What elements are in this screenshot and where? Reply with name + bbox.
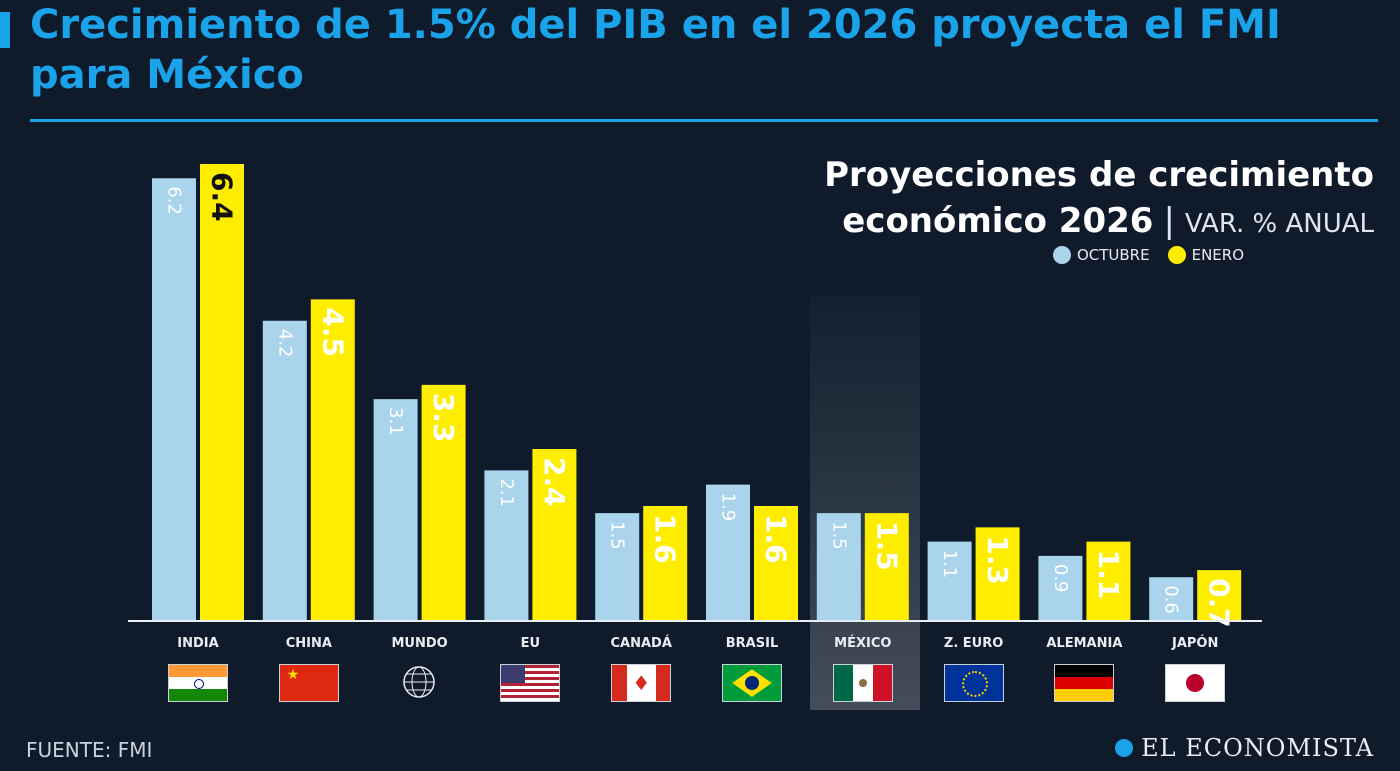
legend-label-enero: ENERO [1191,246,1244,264]
value-label-enero-0: 6.4 [206,172,239,222]
value-label-octubre-3: 2.1 [496,478,517,507]
bar-enero-2 [421,384,466,620]
bar-enero-3 [532,449,577,620]
bar-octubre-8 [1038,555,1083,620]
brand-logo: EL ECONOMISTA [1115,734,1374,762]
germany-flag-icon [1054,664,1115,702]
value-label-octubre-2: 3.1 [385,407,406,436]
value-label-enero-5: 1.6 [760,514,793,564]
value-label-enero-4: 1.6 [649,514,682,564]
chart-title-line2: económico 2026 | VAR. % ANUAL [824,198,1374,247]
category-label-7: Z. EURO [943,636,1004,651]
category-label-3: EU [520,636,541,651]
value-label-octubre-6: 1.5 [828,521,849,550]
legend-item-octubre: OCTUBRE [1052,246,1150,264]
bar-octubre-0 [152,178,196,620]
bar-octubre-9 [1149,577,1194,620]
category-label-8: ALEMANIA [1046,636,1123,651]
mexico-highlight [810,296,920,710]
legend: OCTUBRE ENERO [1052,246,1244,264]
value-label-octubre-5: 1.9 [718,493,739,522]
title-separator: | [1163,201,1175,241]
bar-enero-6 [864,513,909,620]
category-label-9: JAPÓN [1172,636,1219,651]
source-note: FUENTE: FMI [26,738,153,762]
value-label-octubre-1: 4.2 [274,329,295,358]
brazil-flag-icon [722,664,782,702]
value-label-octubre-8: 0.9 [1050,564,1071,593]
bar-octubre-5 [706,484,750,620]
headline-accent-bar [0,12,10,48]
value-label-octubre-7: 1.1 [939,550,960,579]
legend-label-octubre: OCTUBRE [1076,246,1150,264]
bar-enero-5 [754,506,798,620]
headline: Crecimiento de 1.5% del PIB en el 2026 p… [30,2,1281,98]
chart-unit: VAR. % ANUAL [1184,209,1374,239]
brand-name: EL ECONOMISTA [1141,734,1374,762]
chart-title-line1: Proyecciones de crecimiento [824,155,1374,195]
japan-flag-icon [1165,664,1226,702]
globe-icon [390,664,450,702]
category-label-2: MUNDO [391,636,448,651]
value-label-octubre-4: 1.5 [607,521,628,550]
china-flag-icon: ★ [278,664,339,702]
bar-enero-4 [643,506,688,620]
bar-enero-0 [200,164,244,620]
chart-title-line2-text: económico 2026 [842,201,1154,241]
category-label-5: BRASIL [725,636,779,651]
bar-enero-7 [975,527,1020,620]
value-label-enero-2: 3.3 [427,393,460,443]
bar-enero-9 [1197,570,1242,620]
value-label-octubre-9: 0.6 [1161,585,1182,614]
category-label-4: CANADÁ [610,636,672,651]
brand-icon [1115,739,1134,757]
value-label-enero-1: 4.5 [316,307,349,357]
legend-dot-enero [1167,246,1186,264]
eu-flag-icon [943,664,1004,702]
canada-flag-icon: ♦ [611,664,672,702]
category-label-0: INDIA [177,636,219,651]
mexico-flag-icon [832,664,893,702]
category-label-6: MÉXICO [834,636,892,651]
usa-flag-icon [500,664,561,702]
india-flag-icon [168,664,228,702]
bar-octubre-4 [595,513,640,620]
bar-octubre-2 [373,399,418,620]
chart-title: Proyecciones de crecimiento económico 20… [824,152,1374,247]
bar-octubre-1 [262,320,307,620]
bar-octubre-6 [816,513,861,620]
value-label-enero-3: 2.4 [538,457,571,507]
bar-enero-8 [1086,541,1131,620]
bar-enero-1 [310,299,355,620]
legend-dot-octubre [1052,246,1071,264]
category-label-1: CHINA [285,636,332,651]
legend-item-enero: ENERO [1167,246,1244,264]
bar-octubre-7 [927,541,972,620]
value-label-octubre-0: 6.2 [164,186,185,215]
headline-rule [30,119,1378,122]
value-label-enero-7: 1.3 [981,535,1014,585]
bar-octubre-3 [484,470,529,620]
value-label-enero-6: 1.5 [870,521,903,571]
value-label-enero-9: 0.7 [1203,578,1236,628]
value-label-enero-8: 1.1 [1092,550,1125,600]
